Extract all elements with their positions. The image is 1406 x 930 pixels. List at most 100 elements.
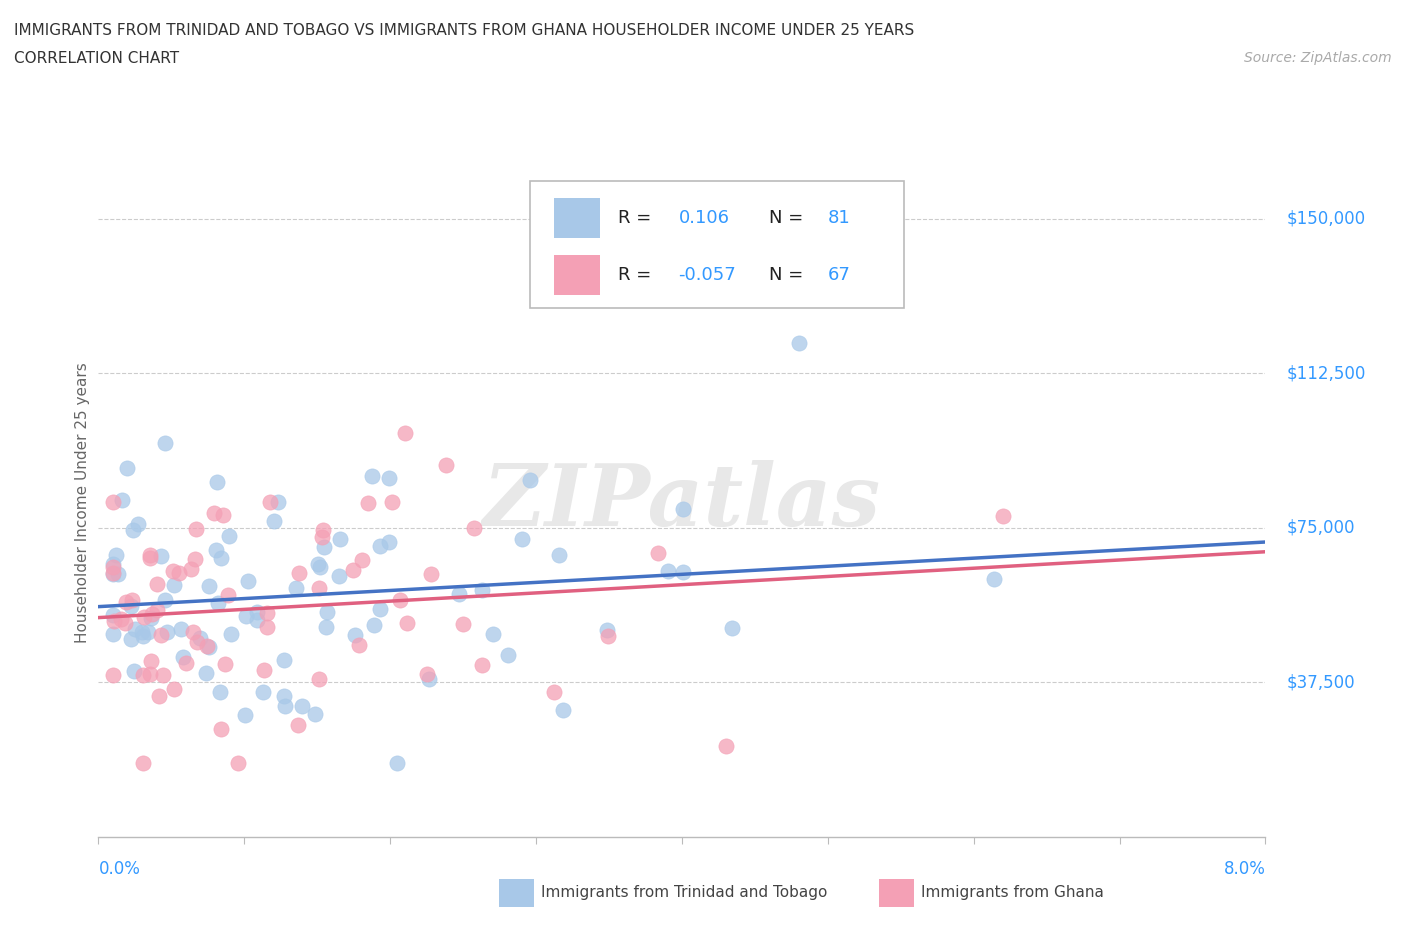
Point (120, 599, 142, 614)
FancyBboxPatch shape (530, 180, 904, 308)
Point (170, 621, 193, 636)
Point (149, 549, 172, 564)
Point (131, 755, 153, 770)
Point (107, 566, 129, 581)
Point (378, 471, 401, 485)
Point (418, 671, 440, 686)
Point (370, 602, 392, 617)
Point (308, 560, 330, 575)
Point (388, 592, 411, 607)
Point (139, 551, 162, 565)
Text: Immigrants from Ghana: Immigrants from Ghana (921, 885, 1104, 900)
Point (647, 545, 669, 560)
Point (209, 722, 232, 737)
Point (219, 627, 242, 642)
Point (141, 654, 163, 669)
Point (174, 656, 197, 671)
Point (146, 603, 169, 618)
Point (169, 565, 191, 580)
Point (149, 628, 172, 643)
Point (983, 572, 1005, 587)
FancyBboxPatch shape (554, 198, 600, 238)
Point (543, 684, 565, 699)
Point (291, 699, 314, 714)
Point (205, 542, 228, 557)
Point (357, 496, 380, 511)
Point (153, 592, 176, 607)
Point (202, 506, 225, 521)
Text: 0.106: 0.106 (679, 209, 730, 227)
Point (434, 458, 457, 472)
Point (115, 594, 138, 609)
Point (496, 647, 519, 662)
Point (101, 626, 124, 641)
Point (132, 629, 155, 644)
Point (101, 495, 124, 510)
Point (172, 649, 194, 664)
Point (103, 613, 125, 628)
Point (110, 611, 132, 626)
Point (721, 620, 744, 635)
Point (132, 668, 155, 683)
Point (308, 580, 330, 595)
Text: $37,500: $37,500 (1286, 673, 1355, 692)
Point (163, 578, 186, 592)
Point (256, 605, 278, 620)
Point (184, 551, 207, 566)
Point (131, 624, 153, 639)
Point (343, 628, 366, 643)
Point (138, 548, 160, 563)
Point (163, 682, 186, 697)
Point (235, 608, 257, 623)
Point (308, 671, 330, 686)
Point (138, 667, 160, 682)
Point (120, 631, 142, 646)
Point (287, 717, 309, 732)
Point (208, 684, 231, 699)
Text: -0.057: -0.057 (679, 266, 737, 285)
Point (312, 523, 335, 538)
Point (596, 629, 619, 644)
Point (394, 426, 416, 441)
Point (672, 565, 695, 579)
Point (233, 707, 256, 722)
Point (287, 566, 309, 581)
Point (101, 607, 124, 622)
Point (385, 755, 408, 770)
Point (114, 616, 136, 631)
Point (198, 639, 221, 654)
Point (596, 622, 619, 637)
Point (419, 566, 441, 581)
Point (111, 493, 134, 508)
Point (121, 523, 143, 538)
Text: 67: 67 (828, 266, 851, 285)
Point (246, 604, 269, 619)
Point (510, 532, 533, 547)
Point (519, 472, 541, 487)
Point (226, 755, 249, 770)
Text: $150,000: $150,000 (1286, 210, 1365, 228)
Point (217, 588, 239, 603)
Point (218, 529, 240, 544)
Point (195, 639, 218, 654)
Point (252, 684, 274, 699)
Text: N =: N = (769, 266, 804, 285)
Point (136, 625, 159, 640)
Point (101, 668, 124, 683)
Point (115, 460, 138, 475)
Point (447, 587, 470, 602)
Point (352, 552, 374, 567)
Point (991, 508, 1014, 523)
Point (134, 609, 156, 624)
Point (416, 666, 439, 681)
Point (205, 475, 228, 490)
Point (714, 739, 737, 754)
Point (312, 540, 335, 555)
Point (315, 619, 337, 634)
Point (105, 548, 128, 563)
Point (548, 548, 571, 563)
Point (342, 563, 364, 578)
Point (263, 514, 285, 529)
Point (316, 604, 339, 619)
Point (363, 618, 385, 632)
